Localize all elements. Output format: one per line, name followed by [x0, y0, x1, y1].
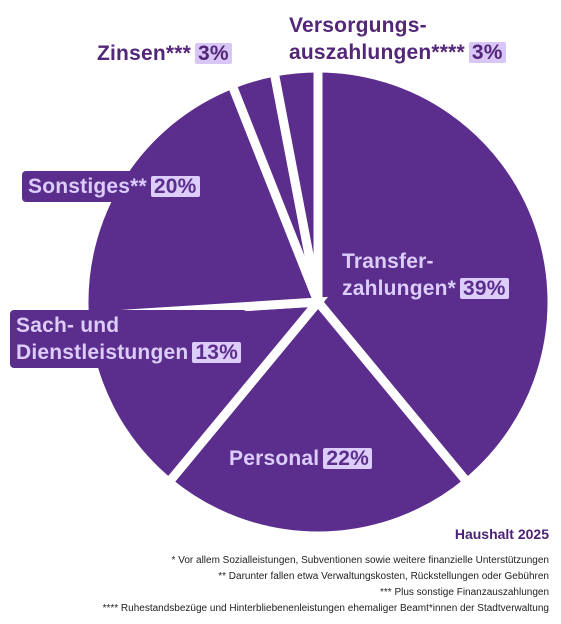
- percent-transferzahlungen: 39%: [460, 278, 509, 299]
- label-versorgung-line1: Versorgungs-: [289, 14, 427, 37]
- footnote-4: **** Ruhestandsbezüge und Hinterbliebene…: [102, 603, 549, 614]
- label-sach-line2: Dienstleistungen: [16, 341, 189, 364]
- percent-personal: 22%: [323, 448, 372, 469]
- label-sonstiges-text: Sonstiges**: [28, 175, 147, 198]
- pie-slice-transferzahlungen: [313, 63, 557, 489]
- label-transferzahlungen-line2: zahlungen*: [342, 277, 457, 300]
- footnote-2: ** Darunter fallen etwa Verwaltungskoste…: [218, 571, 549, 582]
- percent-zinsen: 3%: [195, 43, 232, 64]
- label-versorgung-line2: auszahlungen****: [289, 41, 465, 64]
- footnotes: * Vor allem Sozialleistungen, Subvention…: [103, 553, 549, 617]
- percent-sach-und-dienstleistungen: 13%: [192, 342, 242, 363]
- label-versorgungsauszahlungen: Versorgungs- auszahlungen**** 3%: [289, 12, 506, 66]
- pie-slice-personal: [162, 294, 474, 541]
- label-sach-line1: Sach- und: [16, 314, 120, 337]
- label-sach-und-dienstleistungen: Sach- und Dienstleistungen 13%: [10, 310, 248, 368]
- label-personal-text: Personal: [229, 447, 320, 470]
- label-zinsen-text: Zinsen***: [97, 42, 191, 65]
- label-zinsen: Zinsen*** 3%: [97, 40, 232, 67]
- label-transferzahlungen-line1: Transfer-: [342, 250, 434, 273]
- label-transferzahlungen: Transfer- zahlungen* 39%: [342, 248, 509, 302]
- footnote-1: * Vor allem Sozialleistungen, Subvention…: [171, 555, 549, 566]
- label-personal: Personal 22%: [229, 445, 372, 472]
- footnote-3: *** Plus sonstige Finanzauszahlungen: [380, 587, 549, 598]
- percent-sonstiges: 20%: [150, 176, 200, 197]
- chart-title: Haushalt 2025: [454, 526, 549, 542]
- label-sonstiges: Sonstiges** 20%: [22, 171, 206, 202]
- pie-slice-versorgungsauszahlungen: [268, 63, 323, 303]
- percent-versorgungsauszahlungen: 3%: [468, 42, 506, 63]
